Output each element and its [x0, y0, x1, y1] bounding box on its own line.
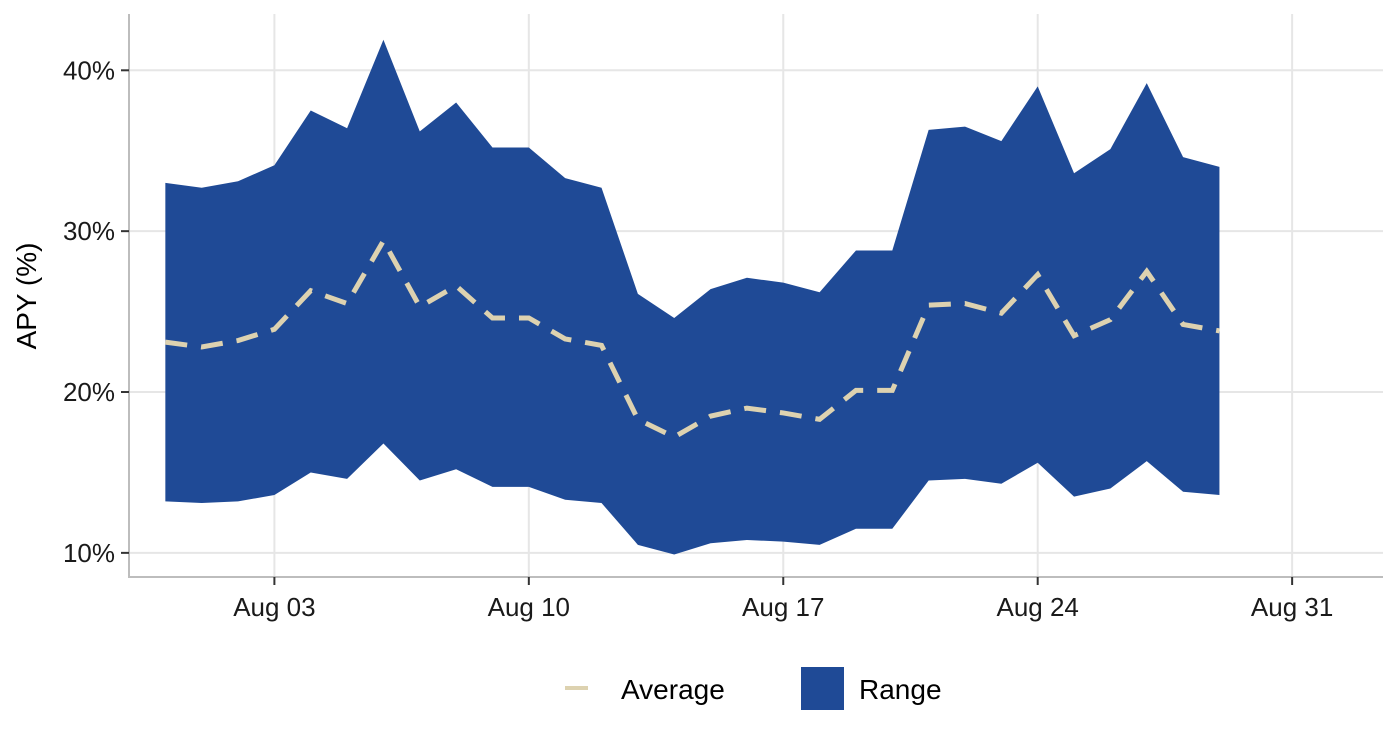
y-tick-label: 20%	[63, 377, 115, 407]
y-axis-title: APY (%)	[11, 243, 42, 350]
x-axis-ticks: Aug 03 Aug 10 Aug 17 Aug 24 Aug 31	[233, 577, 1333, 622]
x-tick-label: Aug 10	[488, 592, 570, 622]
x-tick-label: Aug 03	[233, 592, 315, 622]
axes	[128, 14, 1383, 578]
legend-range-key	[801, 667, 844, 710]
x-tick-label: Aug 31	[1251, 592, 1333, 622]
legend-range-label: Range	[859, 674, 942, 705]
y-tick-label: 40%	[63, 55, 115, 85]
legend: Average Range	[565, 667, 942, 710]
y-axis-ticks: 10% 20% 30% 40%	[63, 55, 129, 568]
y-tick-label: 10%	[63, 538, 115, 568]
average-line	[165, 235, 1220, 440]
y-tick-label: 30%	[63, 216, 115, 246]
x-tick-label: Aug 17	[742, 592, 824, 622]
range-ribbon	[165, 39, 1220, 555]
x-tick-label: Aug 24	[996, 592, 1078, 622]
legend-average-label: Average	[621, 674, 725, 705]
